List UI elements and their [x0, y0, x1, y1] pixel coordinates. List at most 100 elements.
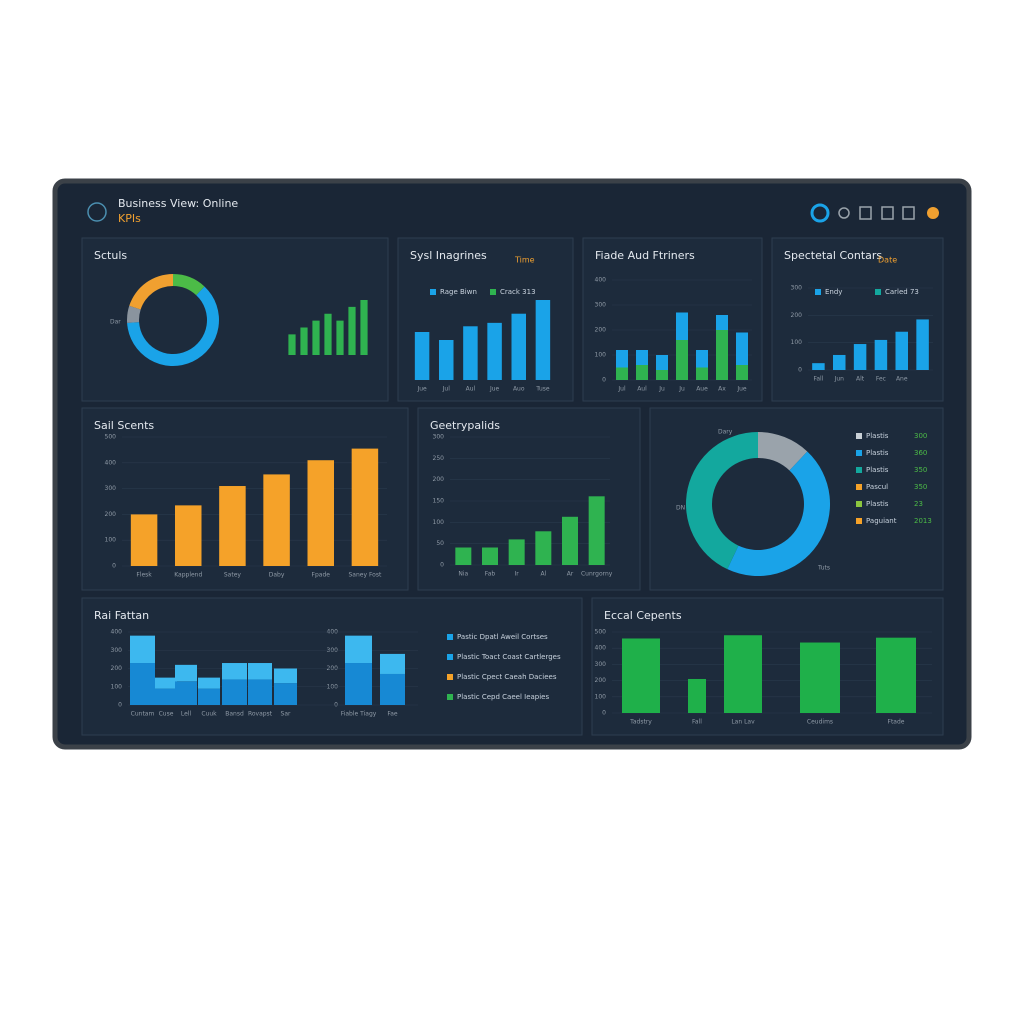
y-tick-label: 100 — [111, 683, 123, 690]
y-tick-label: 200 — [791, 312, 803, 319]
user-icon[interactable] — [927, 207, 939, 219]
bar — [307, 460, 334, 566]
panel-tag: Time — [514, 256, 535, 265]
x-tick-label: Tadstry — [629, 719, 652, 726]
bar — [812, 363, 825, 370]
settings-icon[interactable] — [810, 203, 830, 223]
legend-swatch — [815, 289, 821, 295]
bar — [736, 332, 748, 365]
x-tick-label: Fpade — [312, 572, 331, 579]
bar — [300, 327, 308, 355]
x-tick-label: Sar — [281, 711, 291, 718]
edit-icon[interactable] — [902, 206, 915, 220]
x-tick-label: Ju — [678, 386, 685, 393]
x-tick-label: Tuse — [535, 386, 550, 393]
bar — [175, 664, 197, 682]
x-tick-label: Saney Fost — [349, 572, 382, 579]
x-tick-label: Rovapst — [248, 711, 273, 718]
bar — [736, 365, 748, 380]
x-tick-label: Jul — [617, 386, 626, 393]
panel — [582, 237, 763, 402]
y-tick-label: 300 — [595, 302, 607, 309]
x-tick-label: Fec — [876, 376, 886, 383]
bar — [155, 677, 177, 689]
bar — [853, 344, 867, 370]
home-icon[interactable] — [859, 206, 872, 220]
donut-slice — [758, 432, 808, 471]
x-tick-label: Fae — [387, 711, 398, 718]
legend-label: Pastic Dpatl Aweil Cortses — [457, 633, 548, 641]
panel — [81, 597, 583, 736]
donut-slice — [173, 274, 205, 296]
y-tick-label: 300 — [433, 434, 445, 441]
legend-swatch — [447, 654, 453, 660]
x-tick-label: Ane — [896, 376, 908, 383]
x-tick-label: Aul — [637, 386, 647, 393]
x-tick-label: Cuse — [159, 711, 174, 718]
bar — [175, 681, 197, 705]
bar — [414, 332, 430, 380]
bar — [656, 370, 668, 380]
x-tick-label: Ceudims — [807, 719, 833, 726]
y-tick-label: 300 — [105, 485, 117, 492]
bar — [175, 505, 202, 566]
x-tick-label: Fiable Tiagy — [341, 711, 377, 718]
x-tick-label: Ftade — [888, 719, 905, 726]
bar — [274, 668, 297, 684]
dashboard-title: Business View: Online — [118, 197, 238, 210]
panel-title: Spectetal Contars — [784, 249, 882, 262]
legend-label: Plastis — [866, 466, 889, 474]
y-tick-label: 100 — [595, 352, 607, 359]
y-tick-label: 400 — [105, 459, 117, 466]
x-tick-label: Jue — [736, 386, 747, 393]
bar — [588, 496, 605, 565]
y-tick-label: 200 — [595, 677, 607, 684]
x-tick-label: Aue — [696, 386, 708, 393]
donut-slice — [685, 432, 758, 570]
legend-label: Plastic Cpect Caeah Daciees — [457, 673, 557, 681]
bar — [716, 330, 728, 380]
panel-title: Eccal Cepents — [604, 609, 682, 622]
panel-tag: Date — [878, 256, 897, 265]
legend-swatch — [856, 467, 862, 473]
legend-swatch — [856, 433, 862, 439]
bar — [336, 320, 344, 355]
bar — [155, 688, 177, 705]
legend-label: Pascul — [866, 483, 888, 491]
legend-value: 350 — [914, 483, 927, 491]
y-tick-label: 500 — [105, 434, 117, 441]
legend-label: Plastis — [866, 432, 889, 440]
legend-swatch — [490, 289, 496, 295]
bar — [380, 673, 405, 705]
bar — [463, 326, 478, 380]
bar — [696, 367, 708, 380]
x-tick-label: Jue — [489, 386, 500, 393]
y-tick-label: 200 — [105, 511, 117, 518]
y-tick-label: 400 — [111, 629, 123, 636]
bar — [248, 663, 272, 680]
x-tick-label: Kapplend — [174, 572, 202, 579]
x-tick-label: Al — [540, 571, 546, 578]
bell-icon[interactable] — [881, 206, 894, 220]
bar — [688, 678, 706, 713]
bar — [219, 486, 246, 566]
legend-value: 2013 — [914, 517, 932, 525]
x-tick-label: Jun — [834, 376, 845, 383]
search-icon[interactable] — [838, 207, 850, 219]
bar — [676, 340, 688, 380]
y-tick-label: 200 — [111, 665, 123, 672]
legend-swatch — [447, 634, 453, 640]
bar — [130, 635, 155, 664]
y-tick-label: 300 — [111, 647, 123, 654]
y-tick-label: 0 — [440, 562, 444, 569]
bar — [874, 339, 888, 370]
x-tick-label: Cunrgorny — [581, 571, 613, 578]
x-tick-label: Jul — [442, 386, 451, 393]
y-tick-label: 100 — [105, 537, 117, 544]
logo-icon — [87, 202, 107, 222]
x-tick-label: Cuuk — [201, 711, 217, 718]
legend-label: Carled 73 — [885, 288, 919, 296]
legend-value: 350 — [914, 466, 927, 474]
